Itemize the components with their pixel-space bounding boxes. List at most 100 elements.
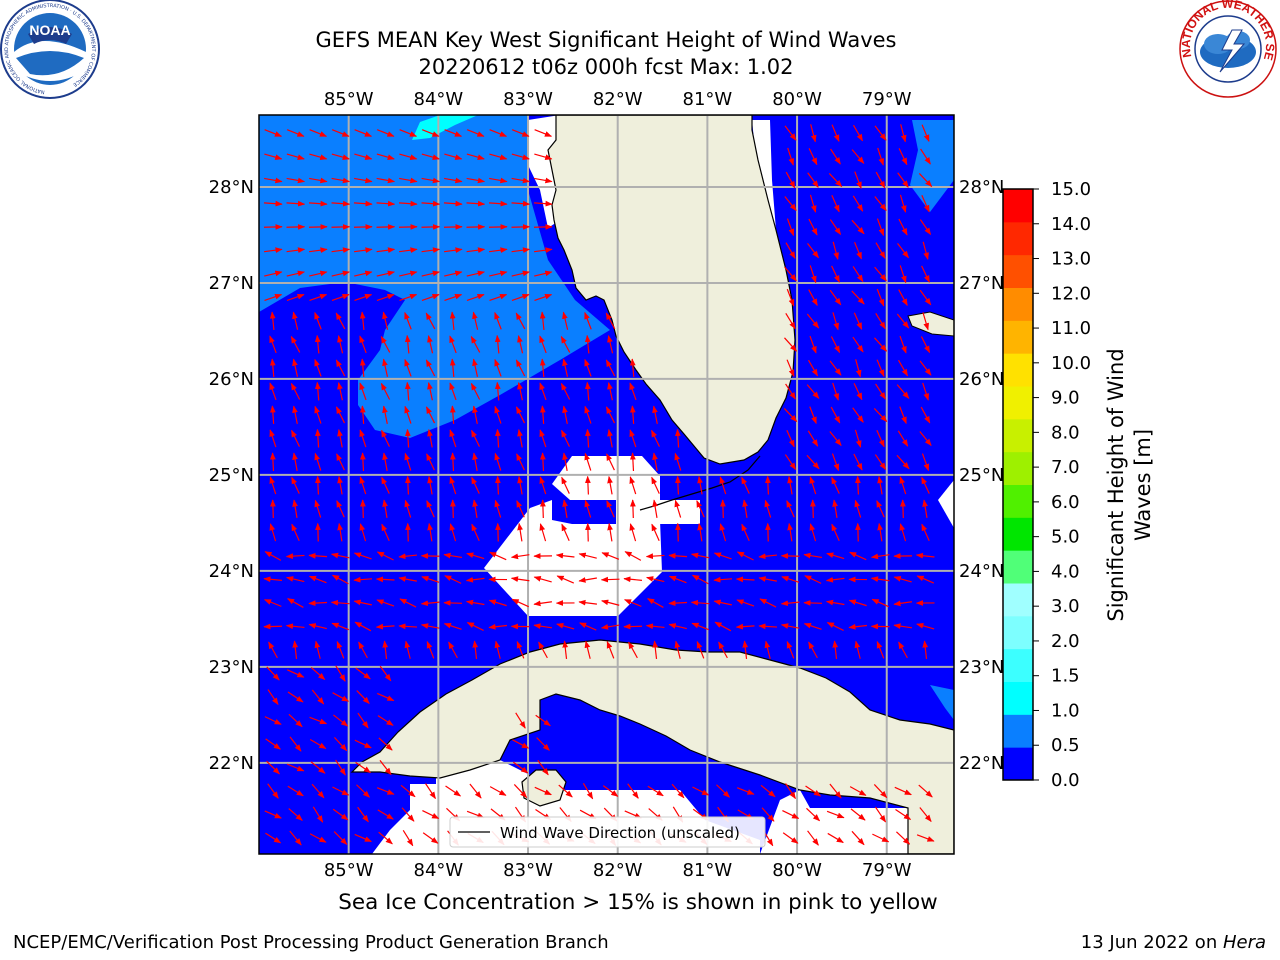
wave-arrow (444, 129, 463, 137)
wave-arrow (511, 224, 531, 230)
wave-arrow (606, 453, 615, 471)
wave-arrow (421, 153, 440, 160)
wave-arrow (466, 622, 484, 631)
wave-arrow (852, 407, 864, 423)
wave-arrow (829, 219, 842, 236)
wave-arrow (425, 406, 436, 424)
wave-arrow (515, 406, 526, 424)
wave-arrow (585, 475, 591, 495)
lat-label-right: 26°N (959, 369, 1004, 390)
wave-arrow (336, 640, 345, 659)
wave-arrow (690, 599, 710, 606)
wave-arrow (539, 358, 546, 378)
wave-arrow (376, 270, 395, 277)
wave-arrow (308, 552, 328, 559)
wave-arrow (578, 577, 597, 583)
wave-arrow (651, 523, 660, 541)
wave-arrow (335, 665, 346, 682)
wave-arrow (900, 499, 906, 519)
wave-arrow (494, 381, 501, 401)
wave-arrow (331, 177, 351, 184)
wave-arrow (918, 784, 933, 798)
wave-arrow (852, 124, 864, 142)
sea-ice-note: Sea Ice Concentration > 15% is shown in … (338, 890, 938, 915)
lon-label-bottom: 82°W (593, 860, 643, 881)
wave-arrow (832, 499, 838, 518)
wave-arrow (376, 224, 396, 230)
colorbar-label-line1: Significant Height of Wind (1104, 348, 1128, 621)
colorbar-swatch-12 (1003, 353, 1033, 387)
wave-arrow (286, 177, 306, 184)
wave-arrow (314, 311, 322, 330)
wave-arrow (607, 475, 613, 495)
colorbar-swatch-2 (1003, 681, 1033, 715)
wave-arrow (784, 196, 797, 212)
wave-arrow (465, 576, 485, 583)
nws-logo: NATIONAL WEATHER SERVICE (0, 0, 1277, 98)
lat-label-left: 27°N (209, 273, 254, 294)
wave-arrow (376, 129, 395, 137)
wave-arrow (560, 382, 571, 400)
axis-tick-labels: 85°W 85°W 84°W 84°W 83°W 83°W 82°W 82°W 81°W 81°W… (209, 89, 1005, 881)
wave-arrow (336, 453, 345, 471)
wave-arrow (671, 783, 685, 799)
wave-arrow (922, 499, 928, 518)
wave-arrow (289, 830, 302, 846)
wave-arrow (404, 334, 411, 354)
wave-arrow (760, 784, 776, 798)
lon-label-bottom: 83°W (503, 860, 553, 881)
wave-arrow (488, 200, 508, 207)
colorbar-tick-label: 4.0 (1051, 561, 1080, 582)
colorbar-tick-label: 13.0 (1051, 249, 1091, 270)
wave-arrow (786, 288, 795, 307)
wave-arrow (376, 599, 395, 607)
wave-arrow (831, 523, 840, 541)
wave-arrow (562, 311, 569, 330)
wave-arrow (652, 640, 659, 660)
wave-arrow (287, 785, 304, 797)
wave-arrow (807, 242, 819, 259)
graticule (259, 115, 954, 854)
wave-arrow (539, 405, 546, 425)
wave-arrow (399, 153, 418, 160)
wave-arrow (877, 522, 883, 542)
wave-arrow (831, 265, 840, 283)
wave-arrow (310, 667, 326, 680)
colorbar-swatch-3 (1003, 648, 1033, 682)
wave-arrow (511, 247, 531, 254)
wave-arrow (742, 499, 748, 518)
colorbar-swatch-7 (1003, 517, 1033, 551)
colorbar-tick-label: 3.0 (1051, 596, 1080, 617)
wave-arrow (897, 430, 909, 447)
wave-arrow (379, 760, 392, 776)
wave-arrow (786, 359, 795, 377)
wave-arrow (427, 428, 433, 448)
wave-arrow (359, 335, 367, 354)
colorbar-tick-label: 12.0 (1051, 283, 1091, 304)
wave-arrow (511, 129, 530, 137)
wave-arrow (562, 405, 568, 424)
wave-arrow (584, 428, 591, 448)
wave-arrow (736, 599, 755, 607)
wave-arrow (784, 337, 798, 352)
wave-arrow (851, 830, 865, 846)
wave-arrow (331, 622, 350, 631)
colorbar-tick-label: 5.0 (1051, 527, 1080, 548)
wave-arrow (787, 147, 795, 166)
wave-arrow (803, 552, 822, 559)
wave-arrow (786, 430, 795, 448)
wave-arrow (854, 171, 862, 190)
wave-arrow (675, 475, 681, 495)
wave-arrow (735, 576, 755, 583)
map-area (259, 115, 954, 854)
wave-arrow (517, 428, 523, 448)
wave-arrow (375, 623, 395, 630)
wave-arrow (353, 200, 373, 207)
wave-arrow (651, 429, 660, 447)
wave-arrow (512, 739, 530, 749)
wave-arrow (489, 153, 508, 160)
wave-arrow (765, 475, 771, 495)
wave-arrow (269, 311, 276, 331)
wave-arrow (405, 475, 411, 495)
wave-arrow (921, 523, 930, 541)
